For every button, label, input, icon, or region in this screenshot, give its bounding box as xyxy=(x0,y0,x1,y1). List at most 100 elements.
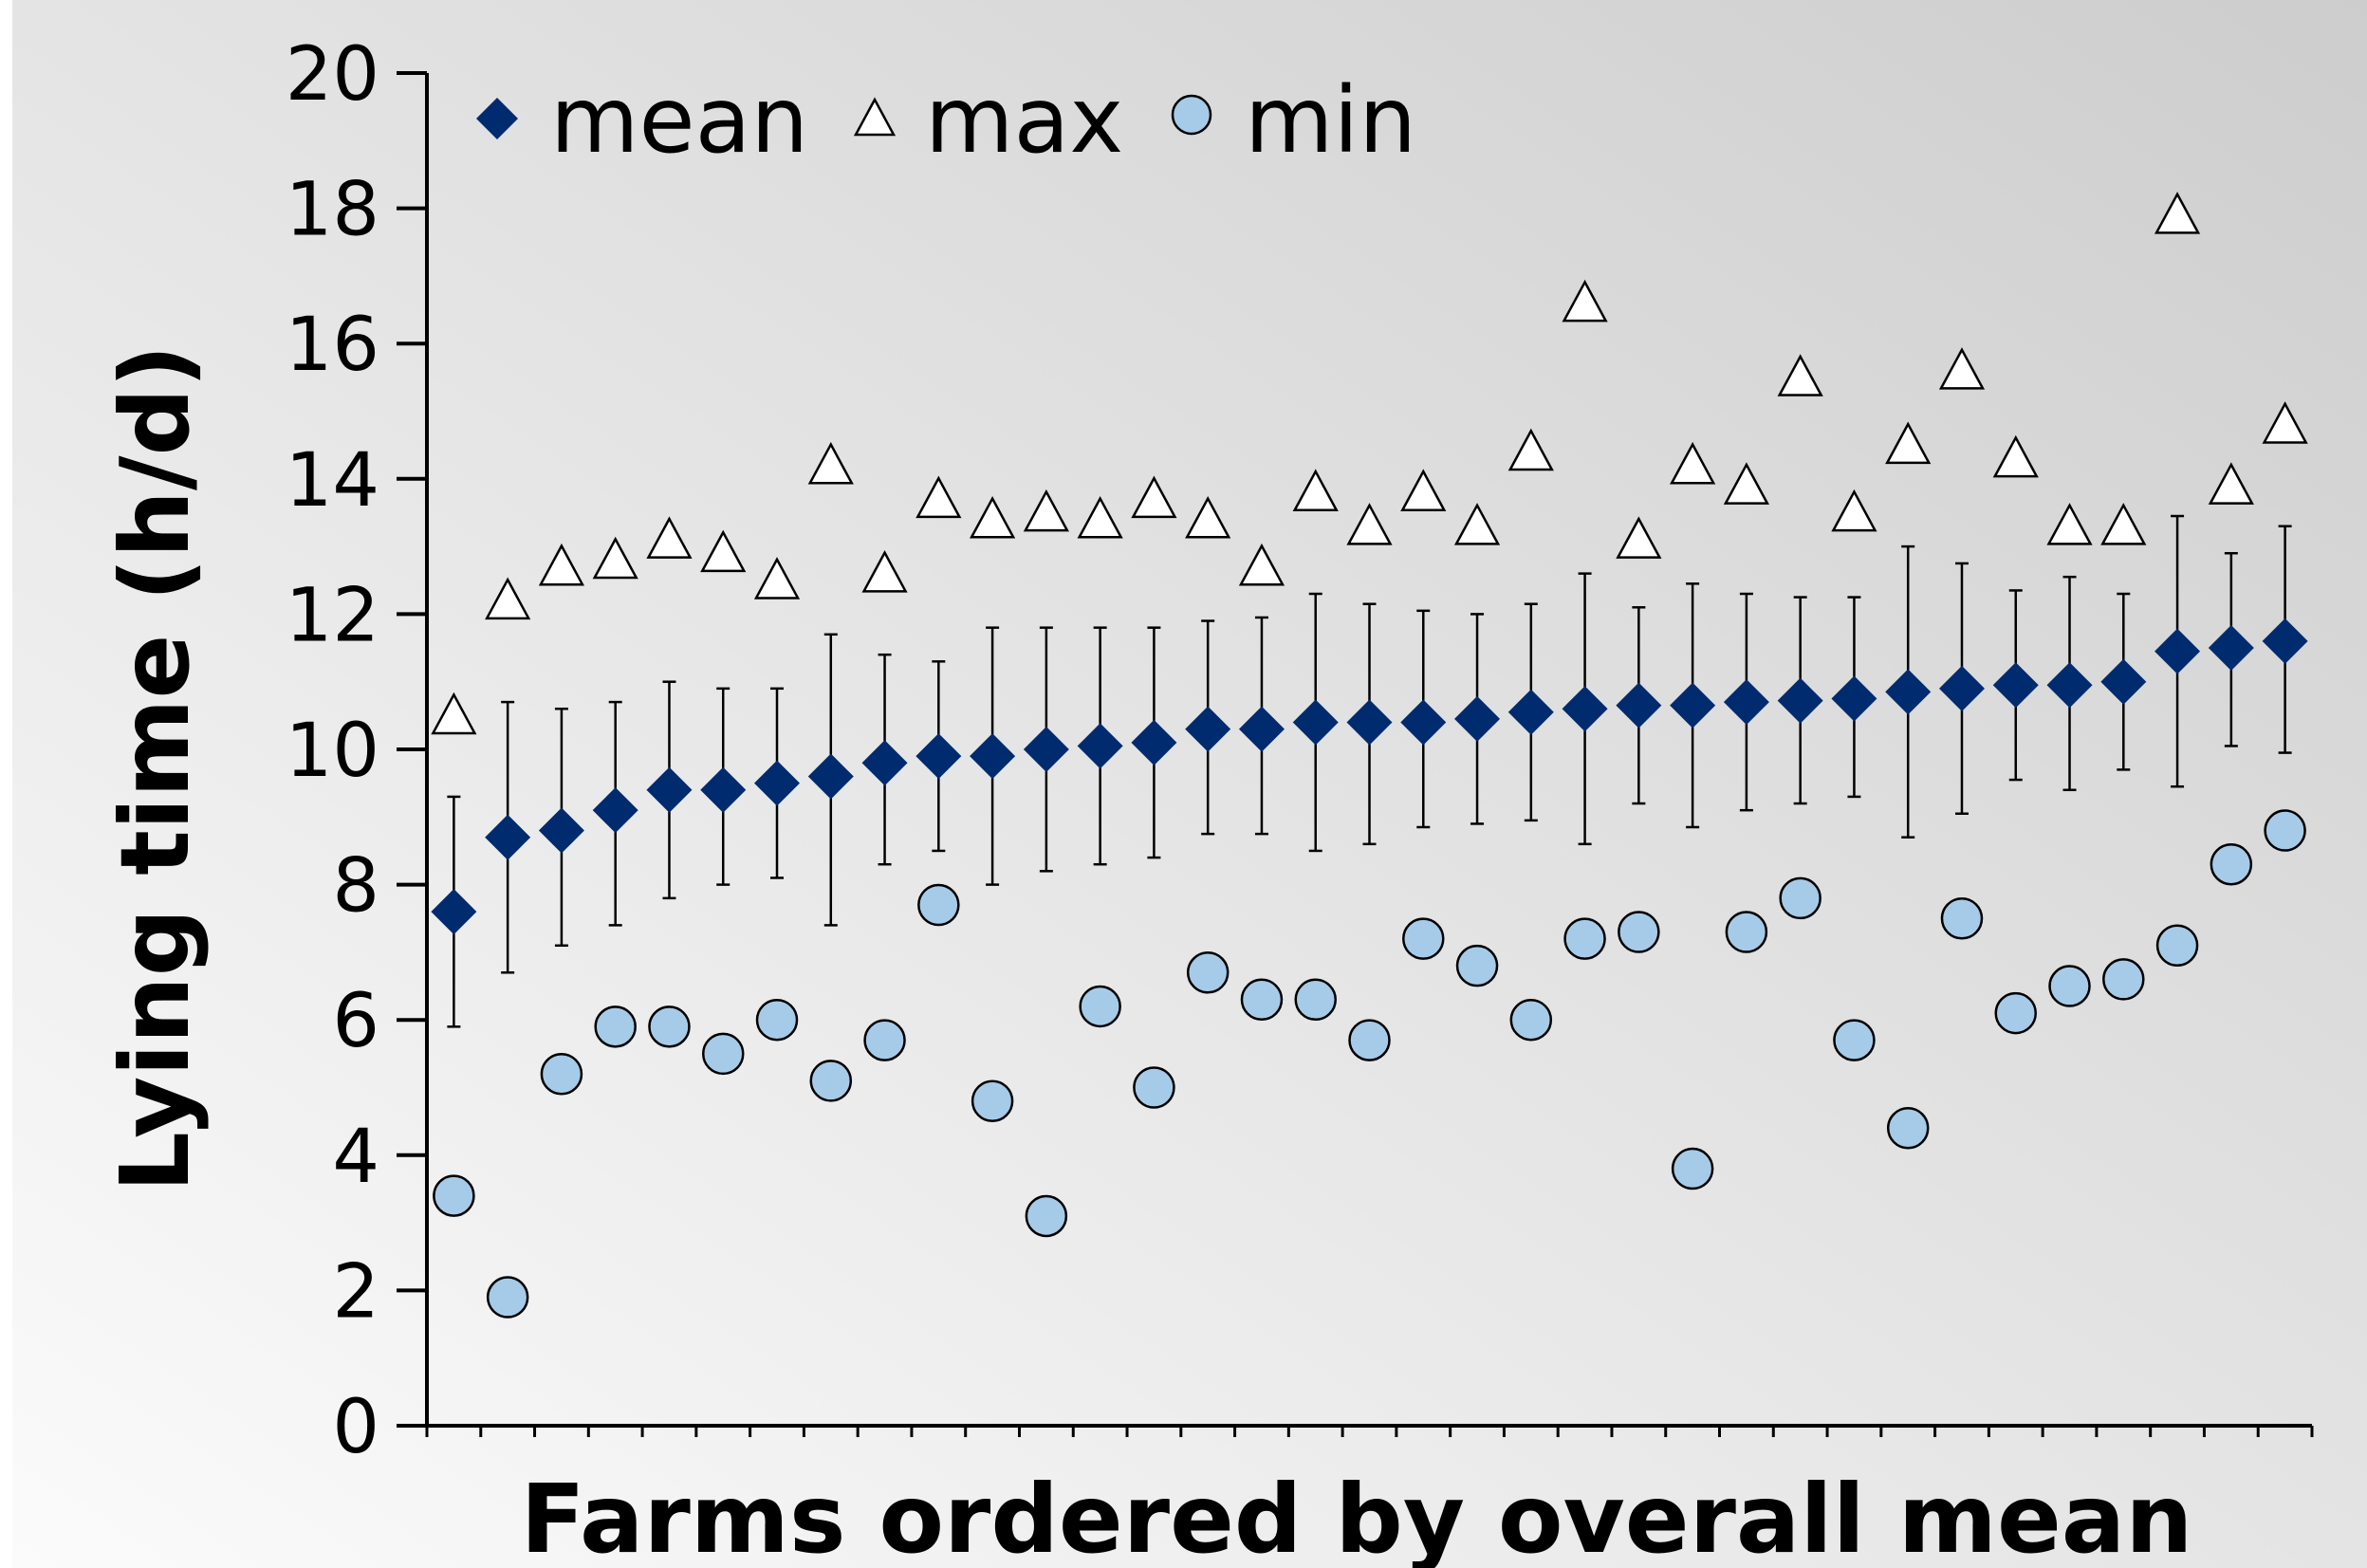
min-point-13 xyxy=(1079,985,1121,1028)
mean-point-5 xyxy=(646,766,693,813)
mean-point-10 xyxy=(915,733,962,780)
min-point-16 xyxy=(1240,978,1284,1022)
max-point-15 xyxy=(1185,495,1231,539)
y-tick-label-8: 8 xyxy=(332,844,379,930)
mean-point-2 xyxy=(485,814,531,860)
y-tick-label-4: 4 xyxy=(332,1115,379,1200)
min-point-12 xyxy=(1025,1194,1068,1238)
mean-point-12 xyxy=(1023,727,1069,772)
mean-point-6 xyxy=(700,766,747,813)
max-point-11 xyxy=(970,495,1016,539)
mean-point-22 xyxy=(1562,686,1608,732)
max-point-18 xyxy=(1346,503,1393,545)
legend-min-marker xyxy=(1171,94,1212,136)
max-point-10 xyxy=(915,475,962,519)
min-point-29 xyxy=(1940,897,1984,940)
mean-point-29 xyxy=(1938,665,1985,711)
mean-point-26 xyxy=(1777,677,1823,724)
mean-point-20 xyxy=(1454,695,1501,742)
min-point-9 xyxy=(863,1019,906,1061)
mean-point-30 xyxy=(1992,662,2039,709)
mean-point-16 xyxy=(1238,706,1285,752)
mean-point-4 xyxy=(592,787,638,834)
max-point-12 xyxy=(1023,489,1069,532)
min-point-18 xyxy=(1348,1019,1391,1061)
y-tick-label-0: 0 xyxy=(332,1385,379,1470)
max-point-25 xyxy=(1723,462,1769,505)
legend-max-label: max xyxy=(925,67,1123,174)
legend-mean-marker xyxy=(476,98,518,139)
max-point-27 xyxy=(1831,489,1877,532)
mean-point-18 xyxy=(1346,699,1393,746)
legend-min-label: min xyxy=(1245,67,1416,174)
min-point-25 xyxy=(1725,911,1768,953)
max-point-16 xyxy=(1238,543,1285,586)
mean-point-17 xyxy=(1292,699,1339,746)
max-point-6 xyxy=(700,529,747,573)
y-tick-label-2: 2 xyxy=(332,1249,379,1335)
mean-point-32 xyxy=(2100,658,2147,705)
min-point-32 xyxy=(2102,958,2145,1001)
mean-point-33 xyxy=(2154,628,2201,674)
min-point-21 xyxy=(1509,998,1553,1042)
max-point-20 xyxy=(1453,503,1501,545)
mean-point-31 xyxy=(2046,662,2093,709)
max-point-17 xyxy=(1292,469,1339,512)
min-point-6 xyxy=(701,1032,745,1076)
mean-point-1 xyxy=(431,889,477,935)
min-point-34 xyxy=(2210,842,2253,886)
legend-max-marker xyxy=(853,97,897,137)
min-point-30 xyxy=(1994,991,2038,1035)
min-point-22 xyxy=(1563,917,1606,960)
min-point-7 xyxy=(755,998,799,1042)
max-point-7 xyxy=(753,557,801,600)
max-point-32 xyxy=(2100,503,2147,545)
mean-point-21 xyxy=(1507,689,1554,735)
min-point-3 xyxy=(540,1052,583,1096)
max-point-19 xyxy=(1400,469,1447,512)
mean-point-34 xyxy=(2208,625,2254,672)
max-point-26 xyxy=(1777,354,1823,397)
mean-point-11 xyxy=(970,733,1016,780)
max-point-31 xyxy=(2046,503,2093,545)
y-tick-label-10: 10 xyxy=(286,709,379,794)
min-point-31 xyxy=(2048,965,2091,1007)
max-point-14 xyxy=(1131,475,1177,519)
max-point-1 xyxy=(431,692,477,735)
min-point-15 xyxy=(1186,951,1230,994)
mean-point-13 xyxy=(1077,723,1123,769)
min-point-26 xyxy=(1779,876,1821,920)
mean-point-28 xyxy=(1885,669,1932,715)
max-point-2 xyxy=(485,577,531,620)
max-point-22 xyxy=(1562,279,1608,323)
mean-point-9 xyxy=(861,740,908,786)
max-point-24 xyxy=(1670,441,1716,485)
min-point-27 xyxy=(1833,1019,1876,1061)
min-point-19 xyxy=(1402,917,1445,960)
max-point-5 xyxy=(646,516,693,559)
min-point-24 xyxy=(1671,1147,1714,1190)
max-point-21 xyxy=(1507,428,1554,471)
y-tick-label-12: 12 xyxy=(286,573,379,658)
max-point-8 xyxy=(807,441,854,485)
min-point-17 xyxy=(1294,978,1337,1022)
max-point-33 xyxy=(2154,192,2201,234)
min-point-23 xyxy=(1618,911,1660,953)
mean-point-23 xyxy=(1616,682,1662,729)
mean-point-8 xyxy=(807,753,854,800)
max-point-28 xyxy=(1885,421,1932,465)
y-tick-label-20: 20 xyxy=(286,32,379,118)
min-point-14 xyxy=(1133,1066,1175,1109)
max-point-29 xyxy=(1938,347,1986,390)
max-point-13 xyxy=(1077,495,1123,539)
min-point-1 xyxy=(433,1174,475,1217)
min-point-33 xyxy=(2155,924,2199,968)
legend-mean-label: mean xyxy=(550,67,808,174)
mean-point-7 xyxy=(754,760,801,806)
y-axis-title: Lying time (h/d) xyxy=(100,344,211,1192)
max-point-35 xyxy=(2262,401,2308,444)
chart-background xyxy=(12,0,2367,1568)
max-point-3 xyxy=(538,543,585,586)
